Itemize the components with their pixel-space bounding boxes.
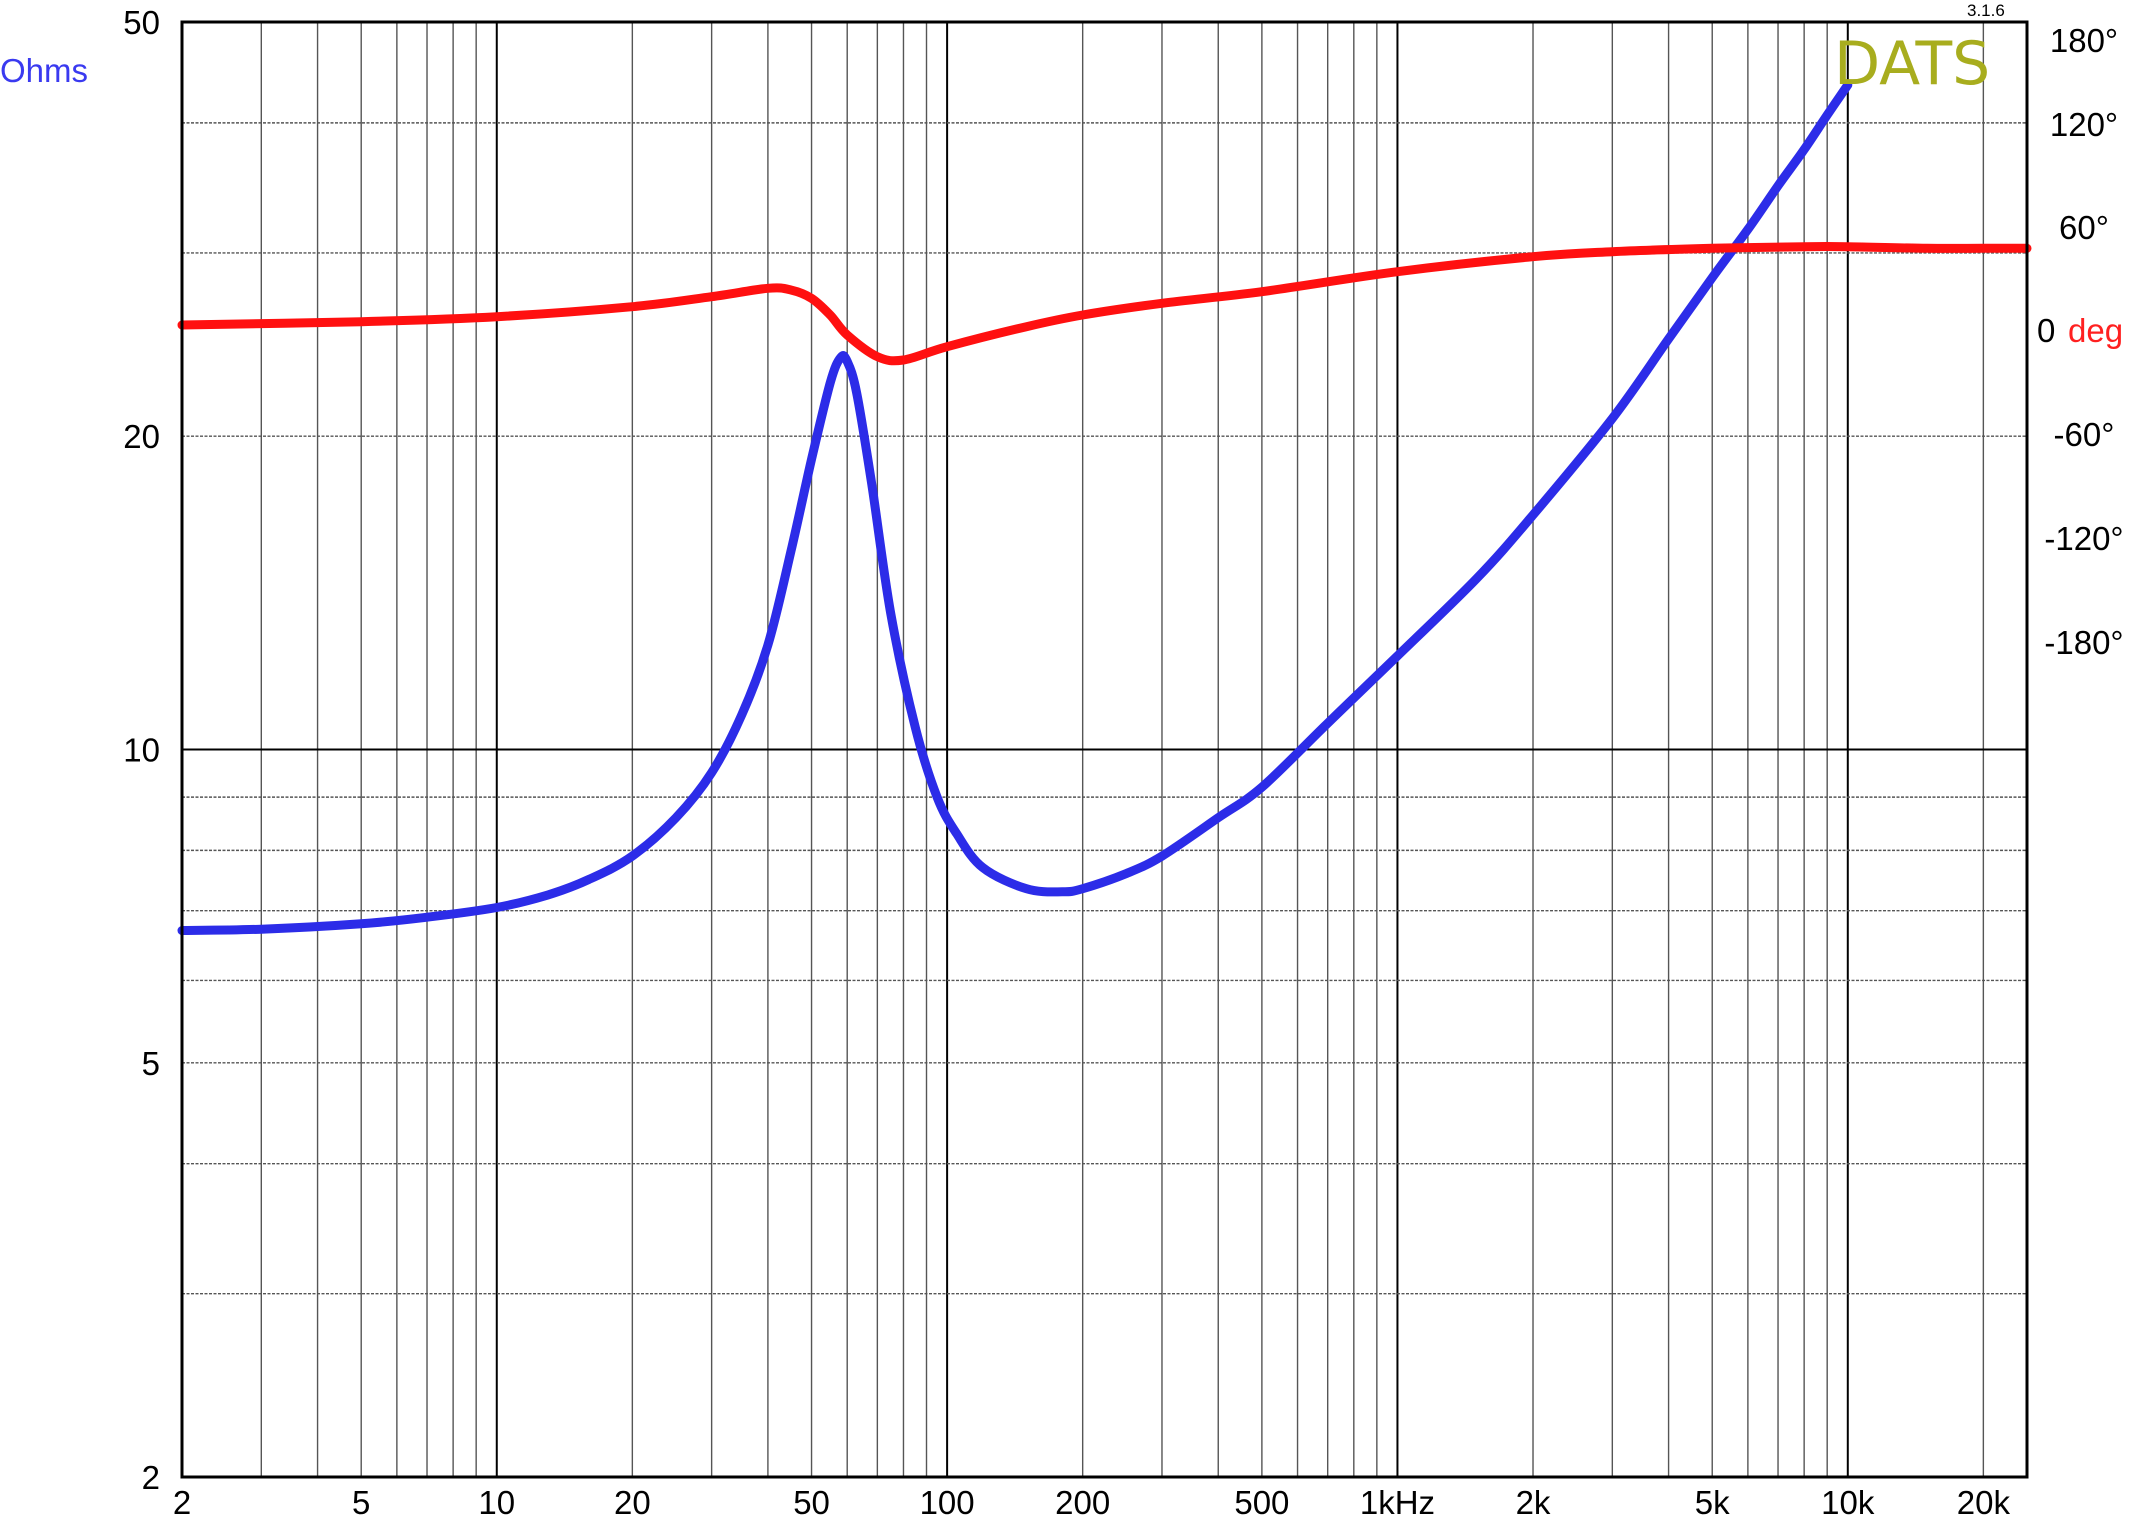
x-tick-label: 20 <box>614 1484 651 1515</box>
left-y-tick-label: 5 <box>142 1045 160 1082</box>
phase-curve <box>177 241 2032 366</box>
plot-frame <box>180 20 2029 1479</box>
left-y-tick-labels: 2 5 10 20 50 <box>123 4 160 1496</box>
right-y-tick-label: 180° <box>2050 22 2118 59</box>
right-axis-unit-label: deg <box>2068 312 2123 349</box>
right-y-tick-label: 60° <box>2059 209 2109 246</box>
dats-logo-text: DATS <box>1834 29 1990 99</box>
impedance-curve <box>177 80 1853 935</box>
x-tick-label: 10 <box>478 1484 515 1515</box>
x-tick-label: 2 <box>173 1484 191 1515</box>
x-tick-labels: 2 5 10 20 50 100 200 500 1kHz 2k 5k 10k 20k <box>173 1484 2011 1515</box>
x-tick-label: 200 <box>1055 1484 1110 1515</box>
right-y-tick-label: -120° <box>2044 520 2123 557</box>
version-label: 3.1.6 <box>1967 1 2005 20</box>
left-y-tick-label: 10 <box>123 732 160 769</box>
left-y-tick-label: 20 <box>123 418 160 455</box>
x-tick-label: 500 <box>1234 1484 1289 1515</box>
left-axis-unit-label: Ohms <box>0 52 88 89</box>
grid-lines <box>181 21 2027 1478</box>
right-axis-zero-label: 0 <box>2037 312 2055 349</box>
x-tick-label: 2k <box>1516 1484 1551 1515</box>
right-y-tick-labels: 180° 120° 60° -60° -120° -180° <box>2044 22 2123 661</box>
right-y-tick-label: -60° <box>2054 416 2115 453</box>
x-tick-label: 20k <box>1957 1484 2011 1515</box>
x-tick-label: 10k <box>1821 1484 1875 1515</box>
x-tick-label: 50 <box>793 1484 830 1515</box>
x-tick-label: 100 <box>920 1484 975 1515</box>
x-tick-label: 5k <box>1695 1484 1730 1515</box>
left-y-tick-label: 50 <box>123 4 160 41</box>
right-y-tick-label: 120° <box>2050 106 2118 143</box>
left-y-tick-label: 2 <box>142 1459 160 1496</box>
x-tick-label: 5 <box>352 1484 370 1515</box>
series-lines <box>177 80 2032 935</box>
right-y-tick-label: -180° <box>2044 624 2123 661</box>
x-tick-label: 1kHz <box>1360 1484 1435 1515</box>
